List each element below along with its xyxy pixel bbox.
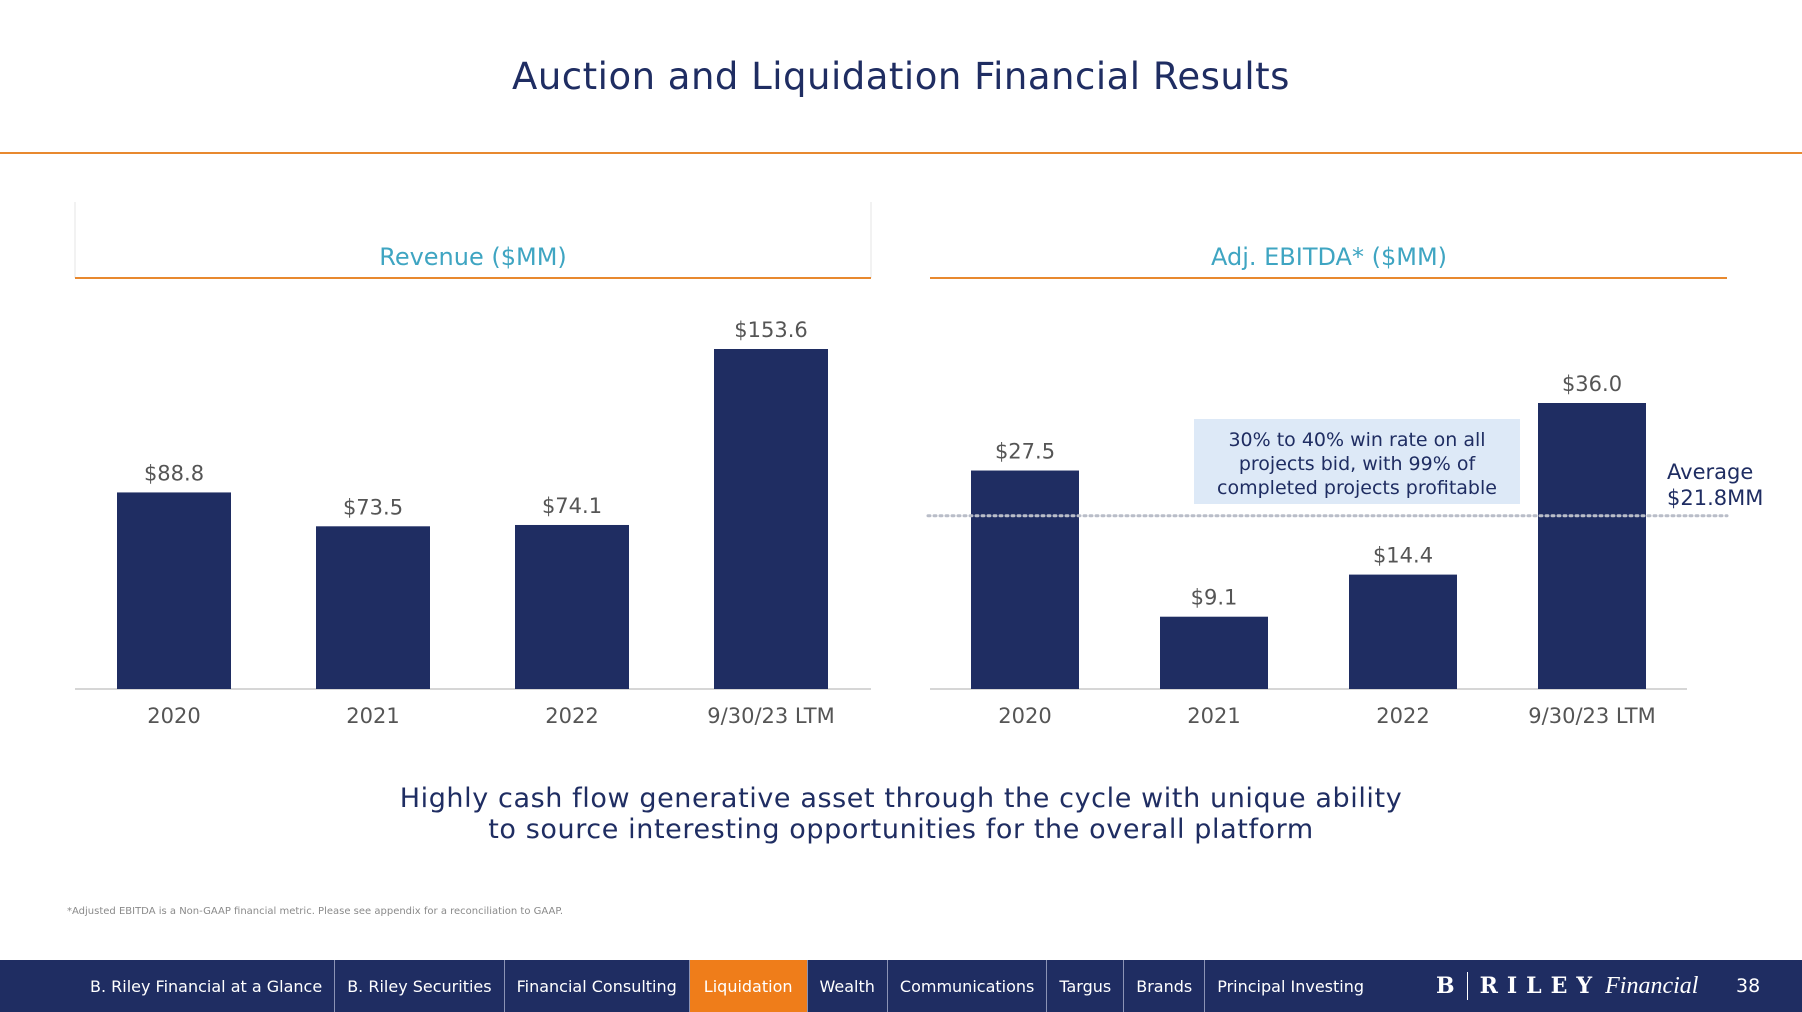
ebitda-bar-3: [1538, 403, 1646, 689]
charts-canvas: Revenue ($MM) $88.8 2020 $73.5 2021 $74.1 202…: [74, 202, 1763, 728]
ebitda-category-label-3: 9/30/23 LTM: [1528, 704, 1655, 728]
ebitda-bar-0: [971, 470, 1079, 689]
ebitda-bar-1: [1160, 616, 1268, 689]
brand-logo-divider: [1466, 972, 1468, 1000]
revenue-category-label-3: 9/30/23 LTM: [707, 704, 834, 728]
ebitda-category-label-0: 2020: [998, 704, 1051, 728]
tagline: Highly cash flow generative asset throug…: [0, 783, 1802, 845]
ebitda-category-label-2: 2022: [1376, 704, 1429, 728]
nav-item-liquidation[interactable]: Liquidation: [689, 960, 808, 1012]
revenue-value-label-2: $74.1: [542, 494, 602, 518]
title-divider: [0, 152, 1802, 154]
nav-item-b-riley-financial-at-a-glance[interactable]: B. Riley Financial at a Glance: [78, 960, 336, 1012]
callout-line-1: 30% to 40% win rate on all: [1228, 429, 1485, 451]
revenue-value-label-1: $73.5: [343, 495, 403, 519]
revenue-value-label-3: $153.6: [734, 318, 807, 342]
revenue-bar-1: [316, 526, 430, 689]
revenue-value-label-0: $88.8: [144, 461, 204, 485]
average-value-label: $21.8MM: [1667, 486, 1763, 510]
revenue-bar-0: [117, 492, 231, 689]
nav-item-targus[interactable]: Targus: [1047, 960, 1125, 1012]
page-title: Auction and Liquidation Financial Result…: [512, 55, 1290, 98]
section-nav-bar: B. Riley Financial at a Glance B. Riley S…: [0, 960, 1802, 1012]
win-rate-callout-box: [1194, 419, 1520, 504]
brand-logo-financial: Financial: [1605, 972, 1699, 999]
tagline-line-1: Highly cash flow generative asset throug…: [399, 783, 1403, 814]
callout-line-3: completed projects profitable: [1217, 477, 1497, 499]
ebitda-category-label-1: 2021: [1187, 704, 1240, 728]
nav-item-financial-consulting[interactable]: Financial Consulting: [505, 960, 690, 1012]
ebitda-value-label-1: $9.1: [1191, 586, 1238, 610]
nav-item-wealth[interactable]: Wealth: [808, 960, 888, 1012]
revenue-chart-title: Revenue ($MM): [379, 243, 567, 271]
nav-item-principal-investing[interactable]: Principal Investing: [1217, 976, 1365, 996]
section-nav-items: B. Riley Financial at a Glance B. Riley S…: [0, 960, 1376, 1012]
page-number: 38: [1736, 975, 1761, 997]
revenue-bar-3: [714, 349, 828, 689]
ebitda-chart-title: Adj. EBITDA* ($MM): [1211, 243, 1447, 271]
revenue-category-label-0: 2020: [147, 704, 200, 728]
revenue-category-label-1: 2021: [346, 704, 399, 728]
tagline-line-2: to source interesting opportunities for …: [488, 814, 1314, 845]
ebitda-value-label-2: $14.4: [1373, 544, 1433, 568]
footnote: *Adjusted EBITDA is a Non-GAAP financial…: [67, 906, 564, 917]
nav-item-communications[interactable]: Communications: [888, 960, 1048, 1012]
brand-logo-riley: RILEY: [1479, 973, 1602, 999]
nav-item-b-riley-securities[interactable]: B. Riley Securities: [335, 960, 505, 1012]
average-label: Average: [1667, 460, 1753, 484]
ebitda-bar-2: [1349, 574, 1457, 689]
revenue-bar-2: [515, 524, 629, 689]
brand-logo-b: B: [1436, 973, 1455, 999]
nav-item-brands[interactable]: Brands: [1124, 960, 1206, 1012]
ebitda-value-label-3: $36.0: [1562, 372, 1622, 396]
revenue-category-label-2: 2022: [545, 704, 598, 728]
callout-line-2: projects bid, with 99% of: [1239, 453, 1477, 475]
brand-logo: B RILEY Financial: [1436, 960, 1698, 1012]
ebitda-value-label-0: $27.5: [995, 440, 1055, 464]
